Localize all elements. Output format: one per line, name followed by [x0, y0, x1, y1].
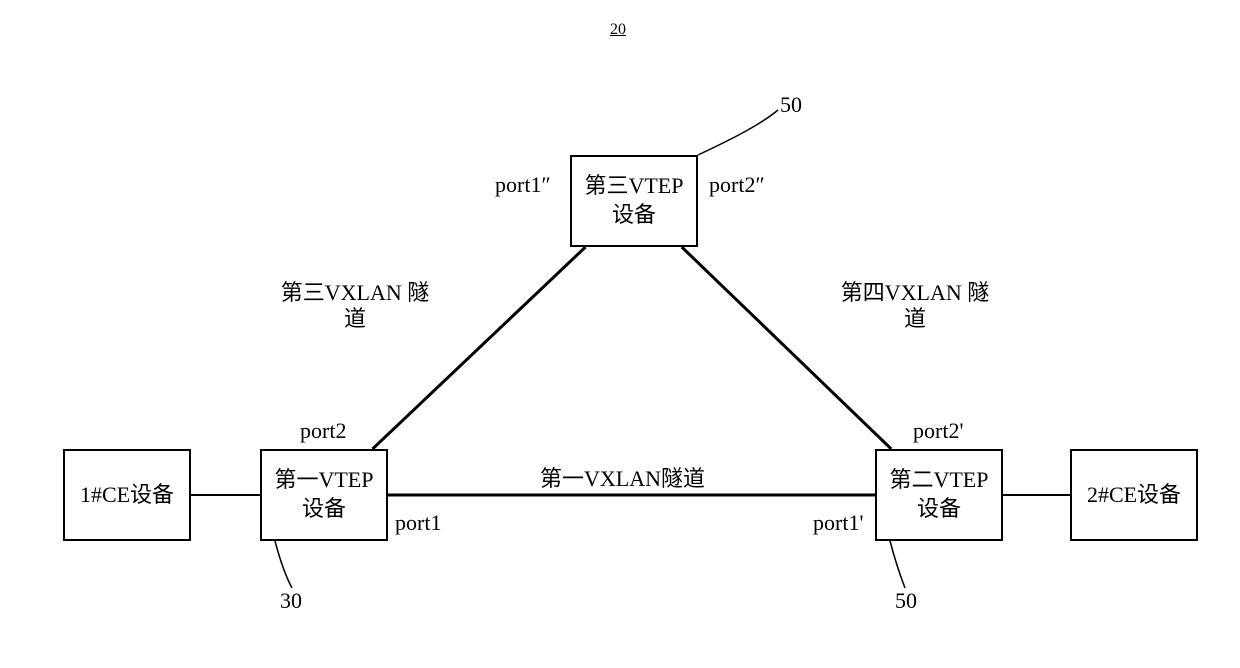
port-vtep2-port2: port2' — [913, 418, 963, 444]
edge-label-vxlan3: 第三VXLAN 隧道 — [275, 280, 435, 333]
port-vtep3-port2: port2″ — [709, 172, 765, 198]
node-vtep3: 第三VTEP 设备 — [570, 155, 698, 247]
node-vtep2: 第二VTEP 设备 — [875, 449, 1003, 541]
node-ce2-label: 2#CE设备 — [1087, 481, 1181, 510]
port-vtep2-port1: port1' — [813, 510, 863, 536]
node-vtep1-label: 第一VTEP 设备 — [262, 466, 386, 523]
port-vtep3-port1: port1″ — [495, 172, 551, 198]
node-vtep1: 第一VTEP 设备 — [260, 449, 388, 541]
node-ce2: 2#CE设备 — [1070, 449, 1198, 541]
node-ce1: 1#CE设备 — [63, 449, 191, 541]
port-vtep1-port2: port2 — [300, 418, 346, 444]
ref-vtep1: 30 — [280, 588, 302, 614]
diagram-stage: 20 1#CE设备 第一VTEP 设备 第三VTEP 设备 第二VTEP 设备 … — [0, 0, 1240, 668]
ref-vtep3: 50 — [780, 92, 802, 118]
ref-vtep2: 50 — [895, 588, 917, 614]
edge-label-vxlan1: 第一VXLAN隧道 — [540, 466, 705, 492]
edge-label-vxlan4: 第四VXLAN 隧道 — [835, 280, 995, 333]
node-ce1-label: 1#CE设备 — [80, 481, 174, 510]
node-vtep3-label: 第三VTEP 设备 — [572, 172, 696, 229]
figure-number: 20 — [610, 20, 626, 39]
port-vtep1-port1: port1 — [395, 510, 441, 536]
edges-layer — [0, 0, 1240, 668]
node-vtep2-label: 第二VTEP 设备 — [877, 466, 1001, 523]
